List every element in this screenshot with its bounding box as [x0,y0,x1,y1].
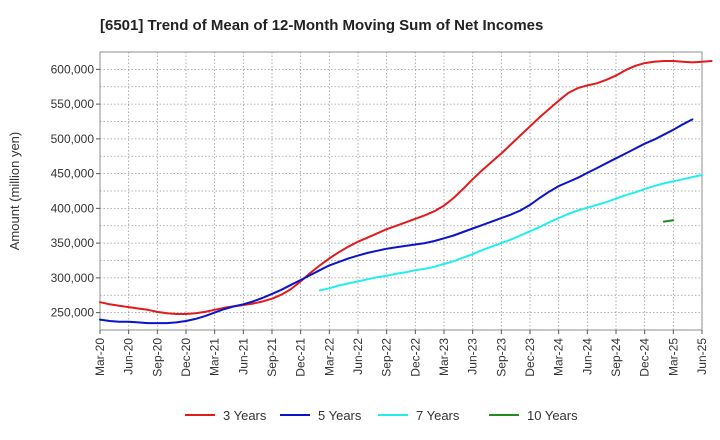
y-axis: 250,000 300,000 350,000 400,000 450,000 500,0… [51,62,100,320]
x-tick-label: Sep-24 [609,338,623,377]
x-tick-label: Jun-22 [351,338,365,375]
x-tick-label: Sep-23 [494,338,508,377]
y-tick-label: 500,000 [51,132,95,146]
x-tick-label: Dec-24 [638,338,652,377]
x-tick-label: Sep-20 [150,338,164,377]
x-tick-label: Jun-25 [695,338,709,375]
x-tick-label: Sep-21 [265,338,279,377]
series-line-7-years [318,174,703,292]
series-layer [99,60,713,325]
y-tick-label: 450,000 [51,167,95,181]
x-tick-label: Sep-22 [380,338,394,377]
x-tick-label: Dec-21 [294,338,308,377]
series-line-5-years [99,118,694,325]
y-tick-label: 550,000 [51,97,95,111]
x-tick-label: Jun-24 [580,338,594,375]
series-line-3-years [99,60,713,315]
chart-title: [6501] Trend of Mean of 12-Month Moving … [100,17,543,34]
y-tick-label: 250,000 [51,306,95,320]
legend-label-5-years: 5 Years [318,408,362,423]
gridlines [99,51,703,331]
x-tick-label: Dec-23 [523,338,537,377]
legend-label-3-years: 3 Years [223,408,267,423]
legend-label-7-years: 7 Years [416,408,460,423]
x-tick-label: Mar-22 [322,338,336,376]
x-tick-label: Mar-23 [437,338,451,376]
y-tick-label: 300,000 [51,271,95,285]
y-axis-label: Amount (million yen) [7,132,22,251]
x-tick-label: Dec-20 [179,338,193,377]
x-axis: Mar-20 Jun-20 Sep-20 Dec-20 Mar-21 Jun-21 Sep-… [93,330,709,377]
x-tick-label: Mar-24 [552,338,566,376]
x-tick-label: Mar-20 [93,338,107,376]
x-tick-label: Jun-20 [122,338,136,375]
legend: 3 Years 5 Years 7 Years 10 Years [185,408,578,423]
y-tick-label: 600,000 [51,62,95,76]
x-tick-label: Jun-21 [236,338,250,375]
y-tick-label: 350,000 [51,236,95,250]
legend-label-10-years: 10 Years [527,408,578,423]
series-line-10-years [662,219,675,223]
x-tick-label: Dec-22 [408,338,422,377]
x-tick-label: Jun-23 [466,338,480,375]
y-tick-label: 400,000 [51,201,95,215]
x-tick-label: Mar-21 [208,338,222,376]
x-tick-label: Mar-25 [666,338,680,376]
